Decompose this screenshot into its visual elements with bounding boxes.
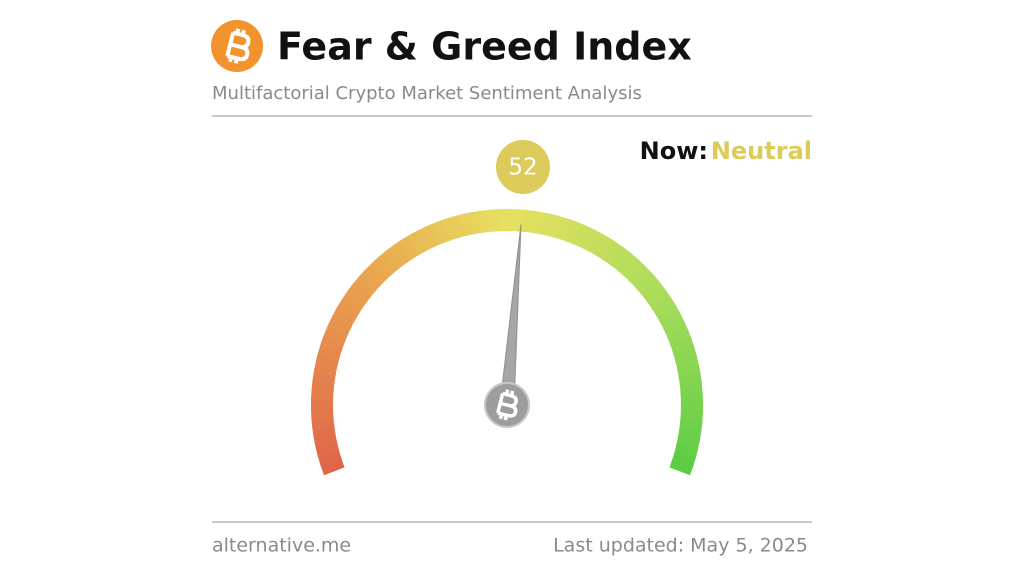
classification: Neutral xyxy=(711,137,812,165)
value-label: 52 xyxy=(508,155,537,181)
updated: Last updated: May 5, 2025 xyxy=(553,535,808,557)
needle xyxy=(499,224,522,407)
gauge-arc xyxy=(669,459,694,476)
hub-icon xyxy=(496,389,518,421)
subtitle: Multifactorial Crypto Market Sentiment A… xyxy=(212,83,642,104)
gauge: 52 xyxy=(311,140,703,476)
hub-icon-glyph xyxy=(496,389,518,421)
now-label: Now: xyxy=(640,137,708,165)
source: alternative.me xyxy=(212,535,351,557)
logo-icon xyxy=(211,20,263,72)
value-badge xyxy=(496,140,550,194)
title: Fear & Greed Index xyxy=(277,25,692,69)
